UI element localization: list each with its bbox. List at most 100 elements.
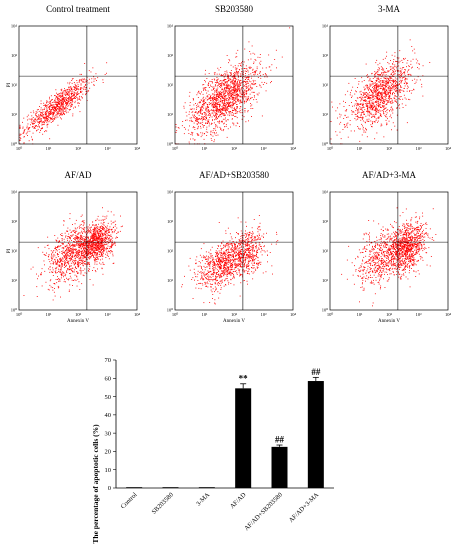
- scatter-point: [387, 92, 389, 94]
- scatter-point: [354, 118, 356, 119]
- scatter-point: [406, 90, 408, 92]
- scatter-point: [58, 241, 60, 242]
- scatter-point: [194, 139, 196, 141]
- scatter-point: [62, 235, 64, 237]
- scatter-point: [217, 87, 219, 89]
- scatter-point: [89, 87, 91, 89]
- scatter-point: [225, 117, 226, 119]
- scatter-point: [373, 121, 375, 123]
- scatter-point: [248, 74, 250, 76]
- scatter-point: [62, 114, 64, 115]
- scatter-point: [212, 104, 214, 106]
- scatter-point: [36, 129, 38, 131]
- scatter-point: [88, 230, 90, 232]
- scatter-point: [214, 82, 216, 83]
- scatter-point: [62, 105, 64, 107]
- scatter-point: [236, 117, 238, 119]
- scatter-point: [44, 246, 46, 248]
- scatter-point: [396, 101, 397, 103]
- scatter-point: [85, 237, 86, 239]
- scatter-point: [102, 263, 104, 265]
- scatter-point: [70, 268, 72, 270]
- scatter-point: [221, 83, 222, 85]
- scatter-point: [60, 99, 62, 101]
- scatter-point: [188, 111, 190, 113]
- scatter-point: [40, 274, 42, 276]
- scatter-point: [66, 248, 67, 250]
- scatter-point: [90, 238, 91, 240]
- scatter-point: [240, 82, 242, 84]
- scatter-point: [241, 114, 243, 116]
- scatter-point: [110, 250, 112, 251]
- scatter-point: [230, 72, 232, 74]
- scatter-point: [101, 250, 102, 251]
- scatter-point: [74, 94, 75, 96]
- scatter-point: [382, 88, 384, 90]
- scatter-point: [50, 110, 52, 112]
- scatter-point: [59, 95, 61, 97]
- scatter-point: [100, 255, 101, 257]
- scatter-point: [19, 126, 21, 128]
- scatter-point: [370, 124, 372, 126]
- scatter-point: [65, 252, 67, 254]
- scatter-point: [216, 114, 218, 116]
- scatter-point: [60, 100, 62, 102]
- scatter-point: [69, 237, 71, 239]
- scatter-point: [380, 96, 382, 98]
- scatter-point: [66, 100, 68, 102]
- scatter-point: [236, 78, 238, 80]
- scatter-point: [243, 116, 245, 118]
- scatter-point: [233, 95, 235, 96]
- scatter-point: [88, 238, 89, 240]
- scatter-point: [95, 244, 97, 246]
- scatter-point: [373, 89, 375, 90]
- scatter-point: [71, 80, 73, 81]
- scatter-point: [53, 115, 55, 117]
- scatter-point: [235, 97, 237, 99]
- scatter-point: [90, 236, 92, 238]
- scatter-point: [235, 80, 236, 82]
- scatter-point: [374, 101, 376, 103]
- scatter-point: [372, 85, 374, 87]
- scatter-point: [90, 250, 92, 252]
- scatter-point: [243, 61, 245, 63]
- scatter-point: [48, 254, 50, 256]
- scatter-point: [52, 256, 54, 258]
- scatter-point: [361, 94, 362, 96]
- scatter-point: [258, 92, 260, 94]
- scatter-point: [233, 90, 235, 92]
- scatter-point: [65, 102, 66, 104]
- scatter-point: [60, 104, 62, 106]
- scatter-point: [246, 68, 248, 70]
- scatter-point: [102, 247, 104, 248]
- scatter-point: [87, 251, 89, 253]
- scatter-point: [375, 108, 376, 109]
- scatter-point: [63, 265, 65, 266]
- scatter-point: [75, 250, 77, 252]
- scatter-point: [382, 89, 384, 91]
- scatter-point: [65, 250, 66, 252]
- scatter-point: [211, 109, 213, 111]
- scatter-point: [227, 102, 228, 104]
- scatter-point: [216, 100, 217, 102]
- scatter-point: [215, 108, 217, 110]
- scatter-point: [365, 104, 367, 106]
- scatter-point: [198, 111, 199, 112]
- scatter-point: [66, 102, 68, 104]
- scatter-point: [400, 75, 402, 77]
- scatter-point: [205, 97, 207, 99]
- scatter-point: [102, 256, 104, 257]
- scatter-point: [387, 84, 389, 86]
- scatter-point: [64, 275, 66, 277]
- scatter-point: [58, 101, 60, 103]
- scatter-point: [40, 109, 42, 111]
- scatter-point: [57, 276, 58, 278]
- scatter-point: [89, 265, 91, 267]
- scatter-point: [59, 113, 61, 115]
- scatter-point: [57, 259, 58, 261]
- scatter-point: [220, 110, 222, 112]
- scatter-point: [403, 82, 405, 84]
- scatter-point: [354, 78, 356, 79]
- scatter-point: [114, 229, 116, 231]
- scatter-point: [204, 87, 206, 89]
